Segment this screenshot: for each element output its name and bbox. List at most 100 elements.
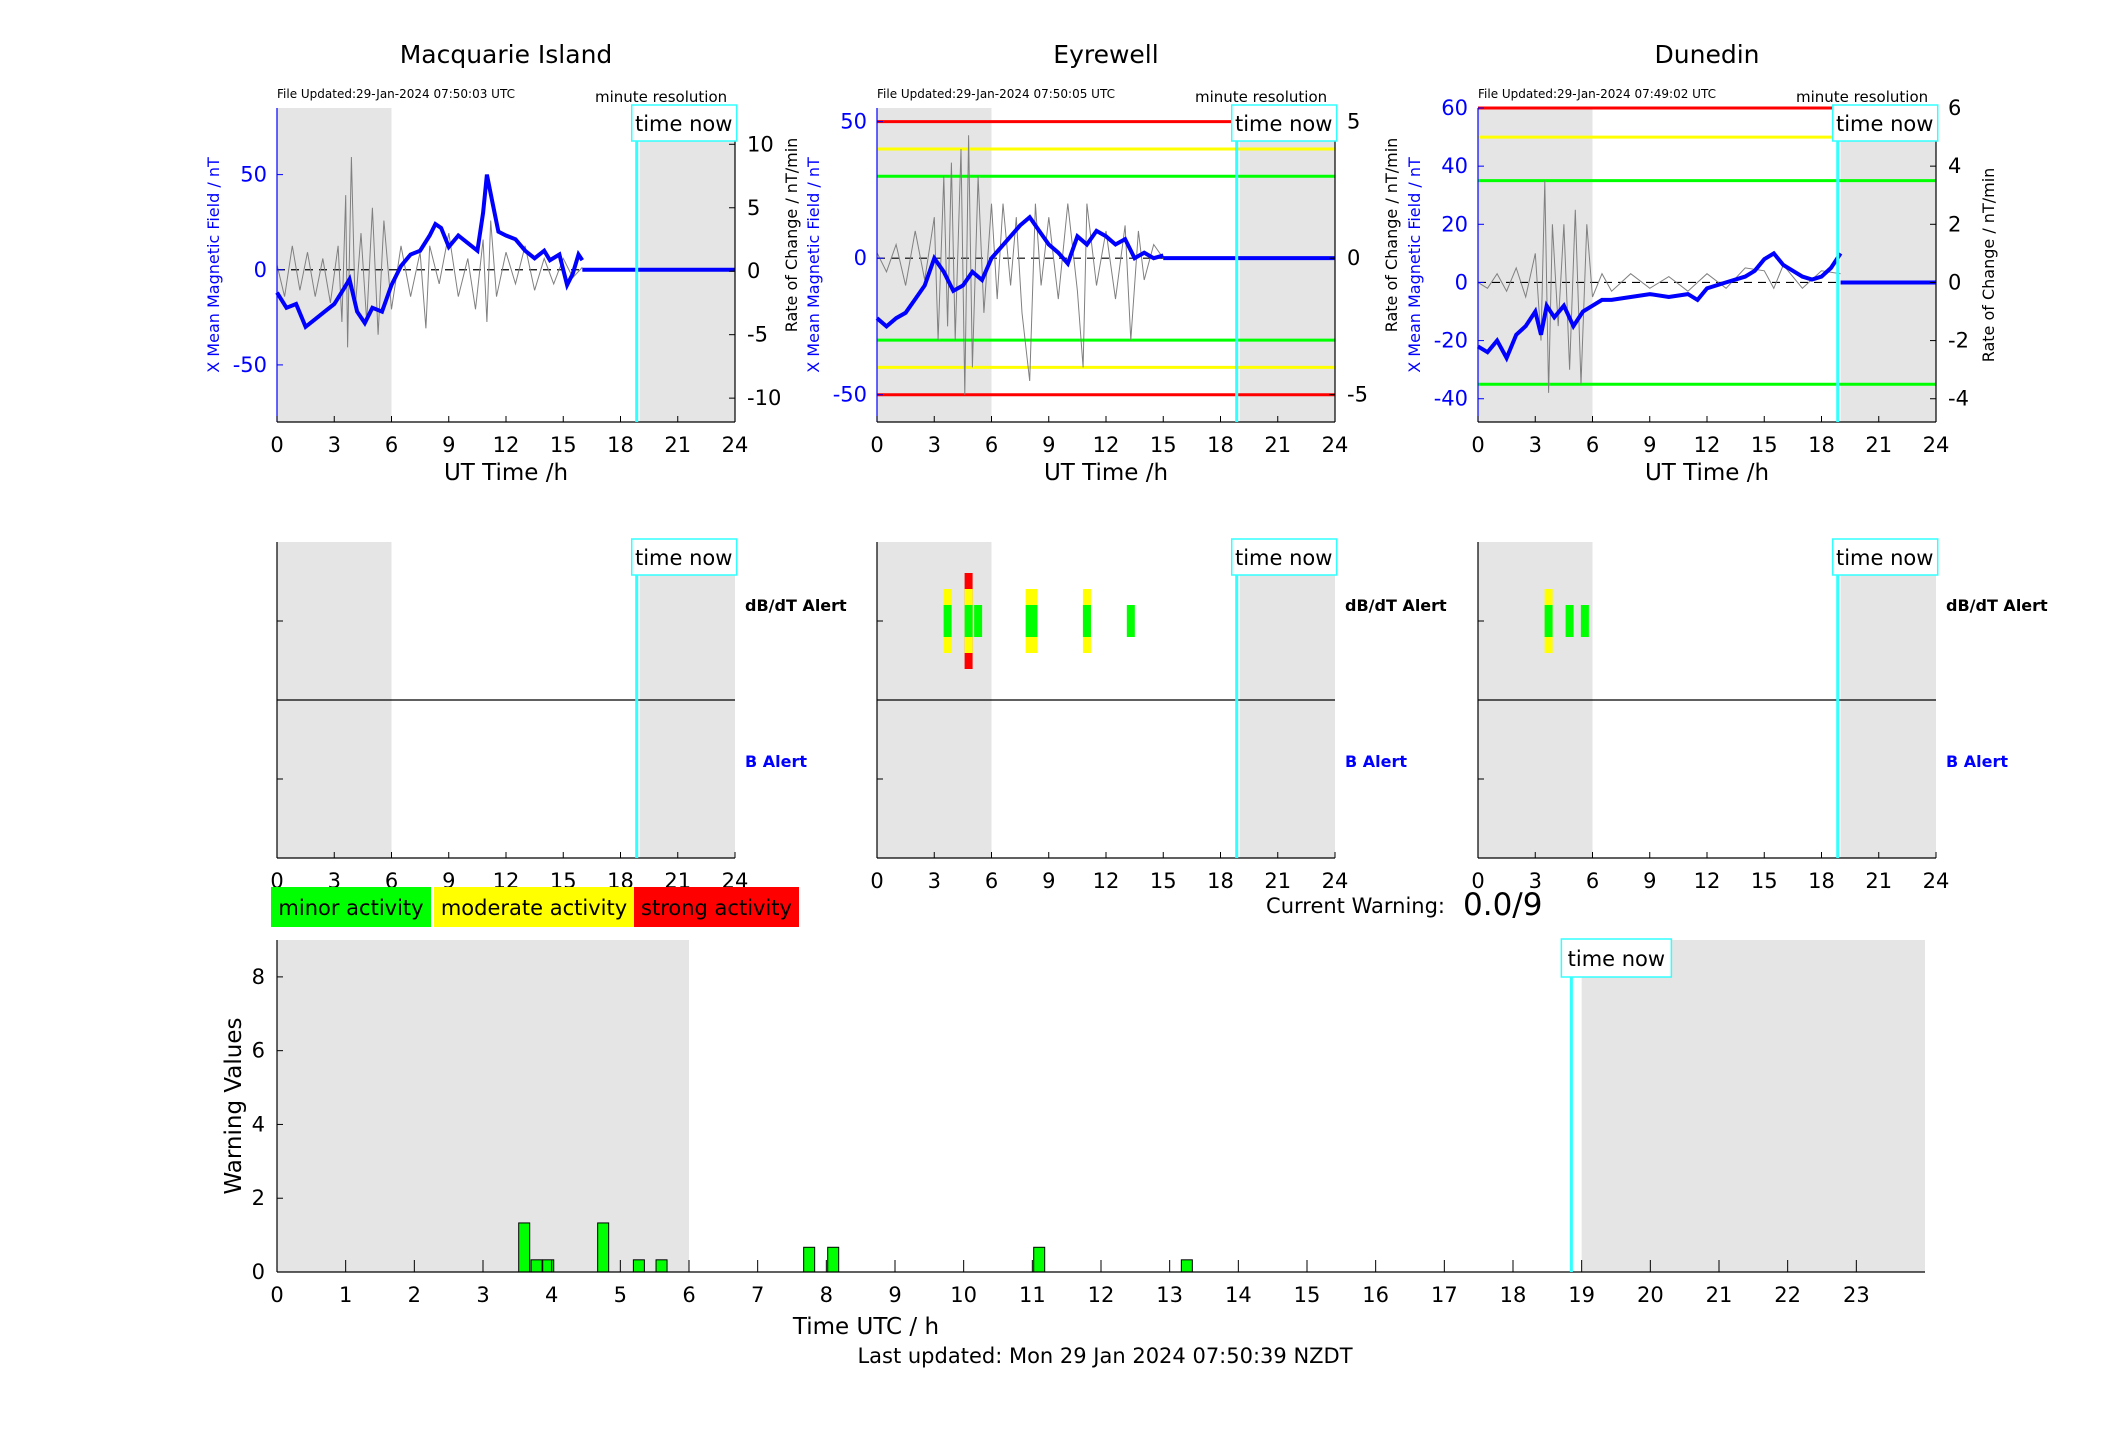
station-2-alert-x-tick-label: 6 xyxy=(1586,869,1599,893)
station-1-dbdt-alert-minor-mark xyxy=(1029,605,1038,637)
station-1-alert-time-now-box xyxy=(1230,538,1338,576)
station-2-x-tick-label: 6 xyxy=(1586,433,1599,457)
warning-bar xyxy=(530,1259,543,1273)
warning-x-tick-label: 23 xyxy=(1843,1283,1870,1307)
station-2-dbdt-alert-label: dB/dT Alert xyxy=(1946,596,2048,615)
warning-bar xyxy=(1033,1246,1046,1273)
station-2-dbdt-alert-minor-mark xyxy=(1544,605,1553,637)
warning-y-tick-label: 0 xyxy=(252,1260,265,1284)
station-2-alert-x-tick-label: 24 xyxy=(1923,869,1950,893)
warning-x-tick-label: 7 xyxy=(751,1283,764,1307)
station-0-x-tick-label: 9 xyxy=(442,433,455,457)
warning-x-axis-label: Time UTC / h xyxy=(792,1314,939,1340)
station-2-file-updated: File Updated:29-Jan-2024 07:49:02 UTC xyxy=(1478,87,1716,101)
warning-x-tick-label: 18 xyxy=(1500,1283,1527,1307)
station-2-left-tick-label: 20 xyxy=(1441,212,1468,236)
station-1-dbdt-alert-minor-mark xyxy=(1082,605,1091,637)
station-2-resolution-label: minute resolution xyxy=(1796,88,1928,106)
station-2-alert-time-now-label: time now xyxy=(1836,546,1933,570)
station-2-top-time-now-label: time now xyxy=(1836,112,1933,136)
station-2-right-tick-label: 6 xyxy=(1948,96,1961,120)
station-1-dbdt-alert-minor-mark xyxy=(964,605,973,637)
station-2-right-tick-label: 2 xyxy=(1948,212,1961,236)
station-1-left-tick-label: 50 xyxy=(840,110,867,134)
station-0-left-tick-label: 0 xyxy=(254,258,267,282)
station-1-x-axis-label: UT Time /h xyxy=(1044,460,1168,486)
station-0-alert-time-now-box xyxy=(630,538,738,576)
station-1-alert-plot: 0 3 6 9 12 15 18 21 24 dB/dT Alert B Alert time now xyxy=(870,538,1447,893)
warning-x-tick-label: 8 xyxy=(820,1283,833,1307)
station-2-x-tick-label: 12 xyxy=(1694,433,1721,457)
station-2-left-tick-label: -20 xyxy=(1434,329,1468,353)
station-0-title: Macquarie Island xyxy=(400,40,613,69)
station-2-alert-x-tick-label: 12 xyxy=(1694,869,1721,893)
station-1-b-alert-label: B Alert xyxy=(1345,752,1407,771)
station-2-left-tick-label: 0 xyxy=(1455,270,1468,294)
station-0-field-trace xyxy=(275,174,584,331)
warning-x-tick-label: 20 xyxy=(1637,1283,1664,1307)
warning-x-tick-label: 9 xyxy=(888,1283,901,1307)
station-1-resolution-label: minute resolution xyxy=(1195,88,1327,106)
station-2-left-tick-label: -40 xyxy=(1434,387,1468,411)
station-2-dbdt-alert-minor-mark xyxy=(1580,605,1589,637)
station-0-x-tick-label: 6 xyxy=(385,433,398,457)
station-0-right-tick-label: -5 xyxy=(747,323,768,347)
station-0-top-time-now-label: time now xyxy=(635,112,732,136)
station-1-dbdt-alert-minor-mark xyxy=(943,605,952,637)
station-1-x-tick-label: 24 xyxy=(1322,433,1349,457)
station-1-night-shade xyxy=(1239,108,1335,422)
warning-bar xyxy=(597,1222,610,1273)
station-1-alert-x-tick-label: 24 xyxy=(1322,869,1349,893)
warning-bar xyxy=(518,1222,531,1273)
station-2-alert-x-tick-label: 9 xyxy=(1643,869,1656,893)
legend-strong-label: strong activity xyxy=(641,896,792,920)
last-updated-text: Last updated: Mon 29 Jan 2024 07:50:39 N… xyxy=(857,1344,1352,1368)
current-warning-value: 0.0/9 xyxy=(1463,887,1542,923)
station-2-right-tick-label: -2 xyxy=(1948,329,1969,353)
station-1-x-tick-label: 6 xyxy=(985,433,998,457)
warning-y-tick-label: 6 xyxy=(252,1039,265,1063)
station-0-x-tick-label: 18 xyxy=(607,433,634,457)
station-1-x-tick-label: 12 xyxy=(1093,433,1120,457)
warning-night-shade xyxy=(277,940,689,1272)
station-2-right-tick-label: 4 xyxy=(1948,154,1961,178)
station-1-night-shade xyxy=(877,108,992,422)
station-2-x-tick-label: 3 xyxy=(1529,433,1542,457)
station-1-x-tick-label: 3 xyxy=(928,433,941,457)
station-2-y-right-label: Rate of Change / nT/min xyxy=(1979,168,1998,363)
warning-x-tick-label: 2 xyxy=(408,1283,421,1307)
legend-moderate-swatch xyxy=(434,887,634,927)
warning-x-tick-label: 10 xyxy=(950,1283,977,1307)
station-0-dbdt-alert-label: dB/dT Alert xyxy=(745,596,847,615)
warning-bar xyxy=(803,1246,816,1273)
station-1-title: Eyrewell xyxy=(1053,40,1158,69)
station-1-alert-x-tick-label: 0 xyxy=(870,869,883,893)
station-2-alert-x-tick-label: 3 xyxy=(1529,869,1542,893)
station-1-x-tick-label: 18 xyxy=(1207,433,1234,457)
station-1-alert-x-tick-label: 18 xyxy=(1207,869,1234,893)
warning-bar xyxy=(1180,1259,1193,1273)
station-1-alert-time-now-label: time now xyxy=(1235,546,1332,570)
station-2-night-shade xyxy=(1478,108,1593,422)
station-0-x-tick-label: 21 xyxy=(664,433,691,457)
station-0-y-right-label: Rate of Change / nT/min xyxy=(782,138,801,333)
station-2-right-tick-label: -4 xyxy=(1948,387,1969,411)
station-2-x-axis-label: UT Time /h xyxy=(1645,460,1769,486)
station-2-x-tick-label: 9 xyxy=(1643,433,1656,457)
station-2-night-shade xyxy=(1840,108,1936,422)
station-1-dbdt-alert-label: dB/dT Alert xyxy=(1345,596,1447,615)
warning-x-tick-label: 11 xyxy=(1019,1283,1046,1307)
station-2-left-tick-label: 60 xyxy=(1441,96,1468,120)
station-0-night-shade xyxy=(277,108,392,422)
station-0-alert-time-now-label: time now xyxy=(635,546,732,570)
warning-x-tick-label: 1 xyxy=(339,1283,352,1307)
station-0-resolution-label: minute resolution xyxy=(595,88,727,106)
warning-x-tick-label: 16 xyxy=(1362,1283,1389,1307)
